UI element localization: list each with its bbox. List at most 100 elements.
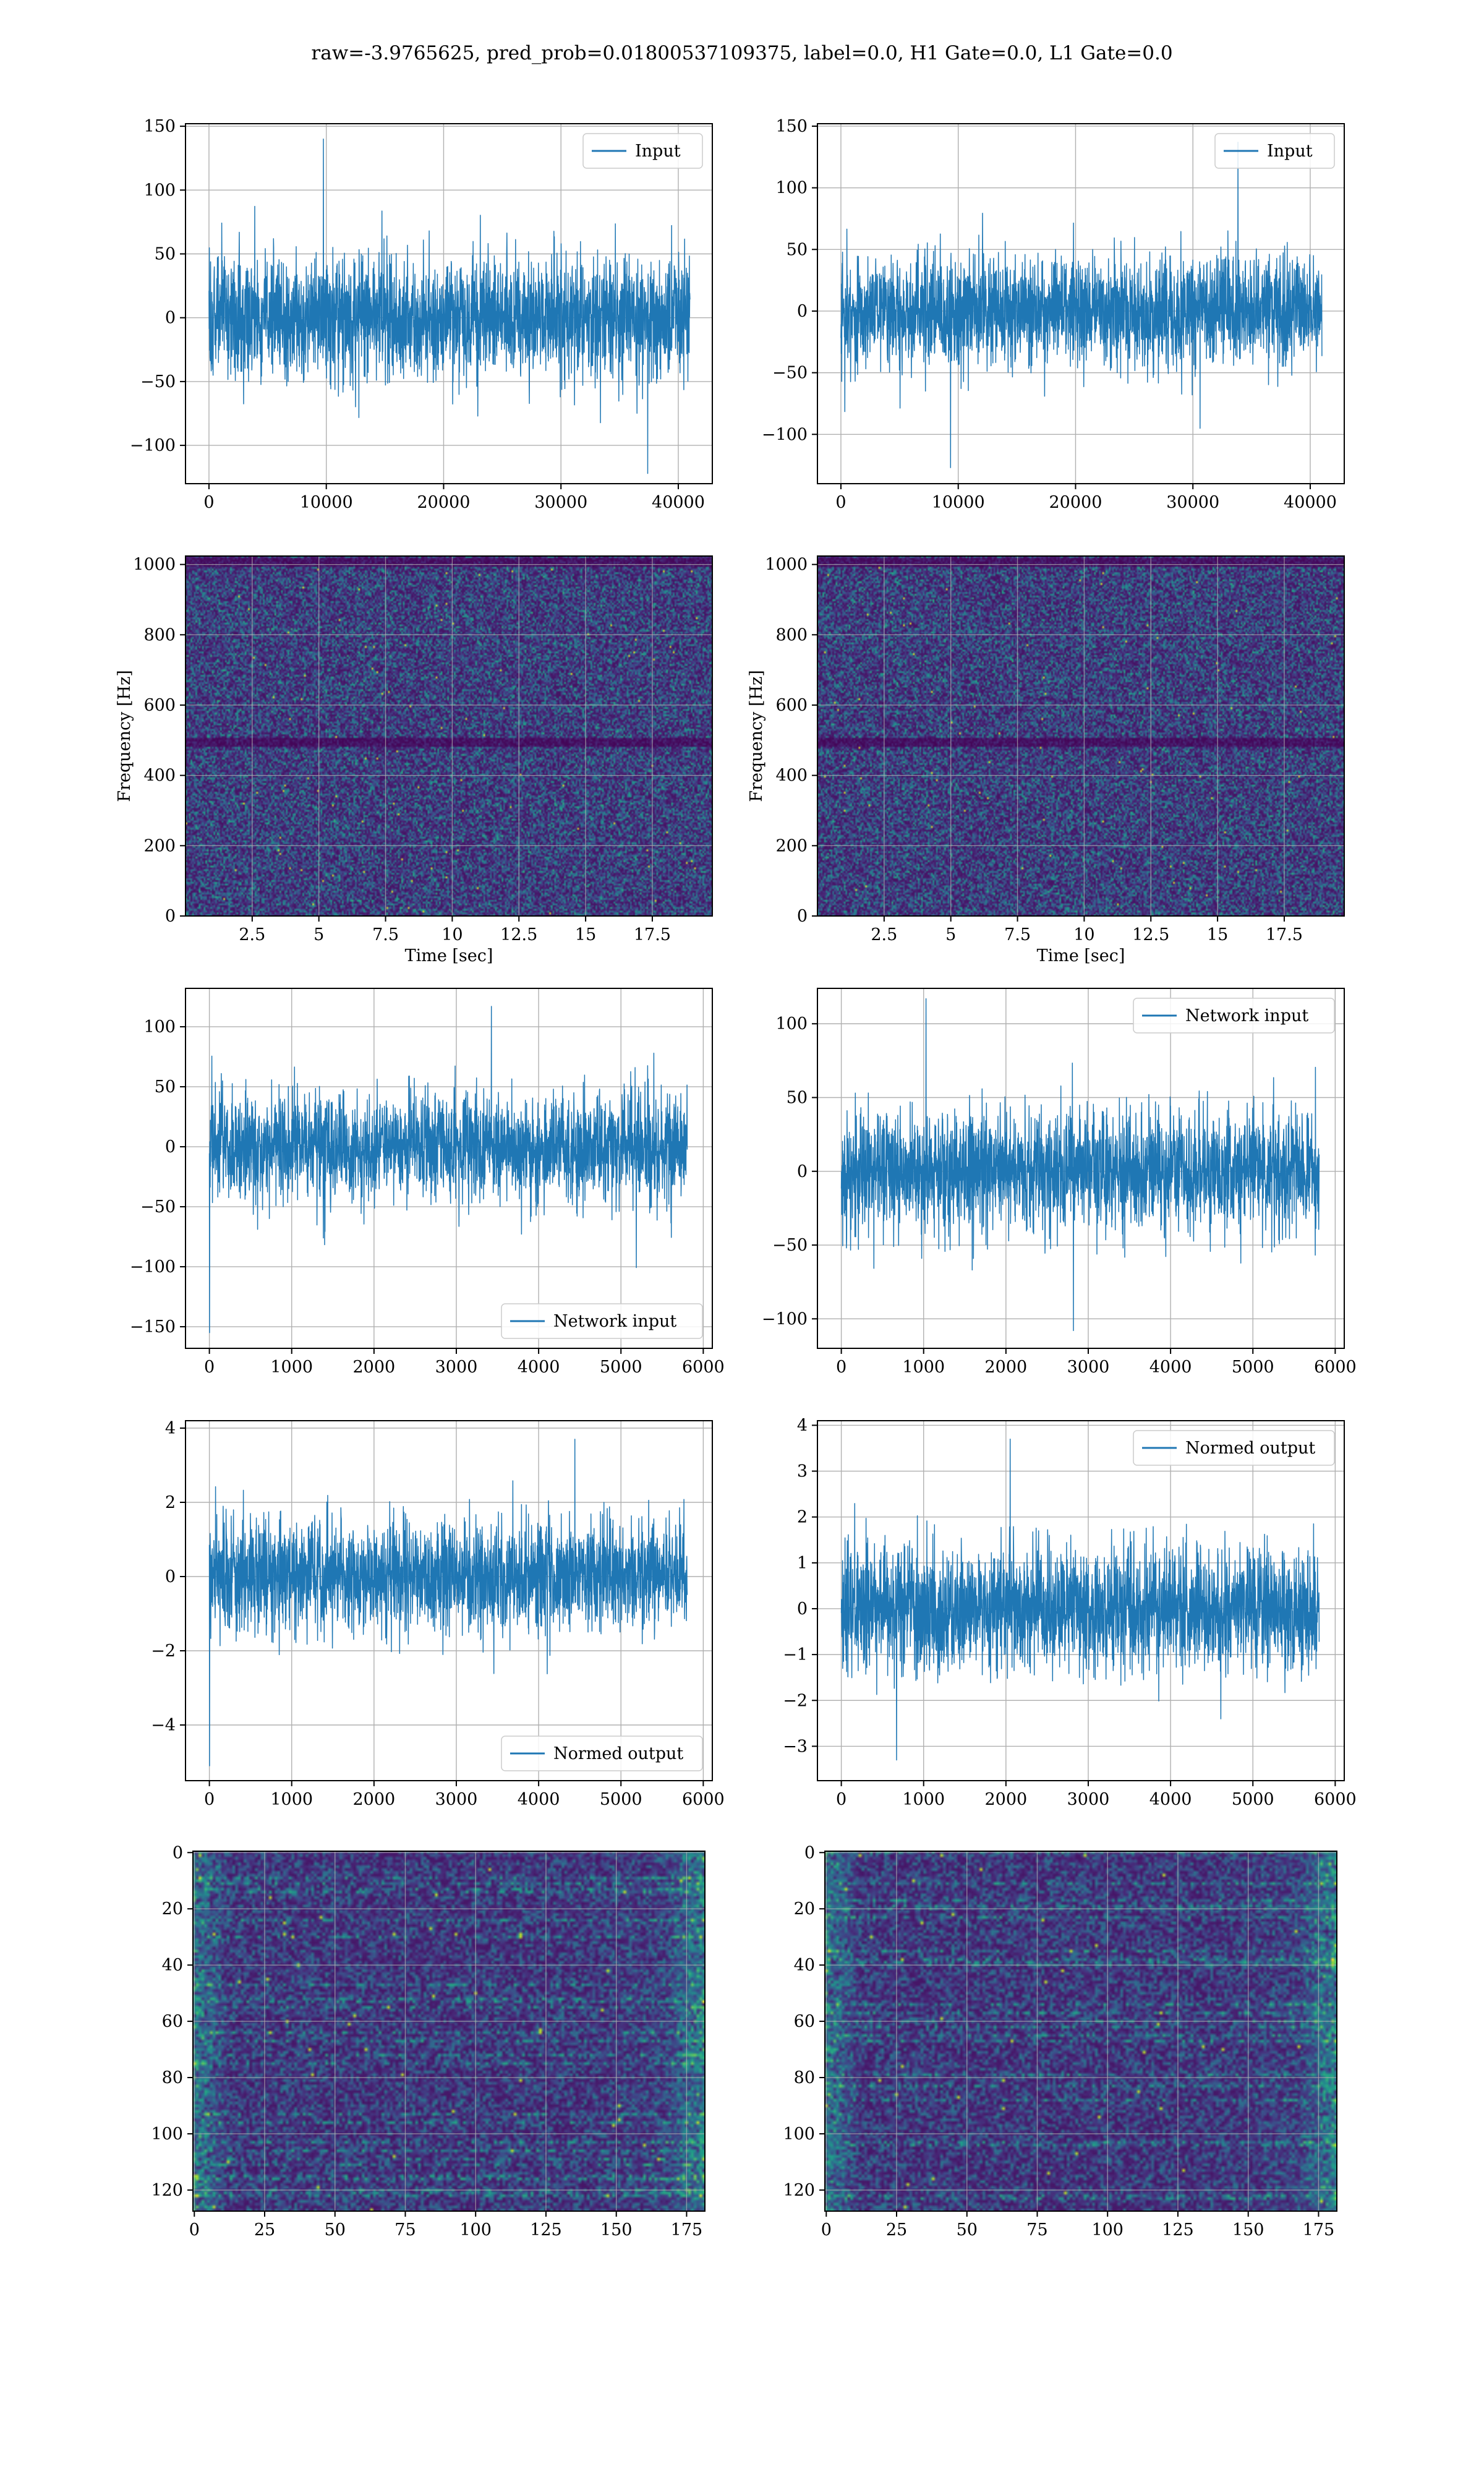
h1-network-input-legend: Network input: [501, 1303, 703, 1339]
h1-spectrogram-image: [186, 556, 712, 916]
h1-normed-output-ticks: 0 1000 2000 3000 4000 5000 6000 −4 −2 0 2 4: [151, 1419, 725, 1809]
x-tick-label: 2.5: [239, 925, 265, 944]
x-tick-label: 3000: [435, 1790, 478, 1809]
x-tick-label: 5000: [600, 1790, 642, 1809]
x-tick-label: 4000: [518, 1790, 560, 1809]
x-tick-label: 50: [957, 2220, 978, 2240]
l1-network-input-svg: 0 1000 2000 3000 4000 5000 6000 −100 −50 0 50 100 Ne…: [762, 988, 1357, 1377]
h1-input-frame: [185, 123, 713, 484]
legend-box: [1133, 1430, 1335, 1466]
l1-input-frame: [817, 123, 1345, 484]
x-tick-label: 3000: [1067, 1790, 1110, 1809]
h1-network-input-frame: [185, 988, 713, 1349]
x-tick-label: 125: [1162, 2220, 1194, 2240]
y-tick-label: 50: [155, 245, 176, 264]
x-tick-label: 75: [1026, 2220, 1047, 2240]
x-tick-label: 4000: [1149, 1358, 1192, 1377]
y-tick-label: −50: [140, 372, 176, 392]
y-tick-label: 0: [165, 907, 176, 926]
y-tick-label: 0: [797, 302, 808, 321]
x-tick-label: 6000: [682, 1358, 725, 1377]
l1-spectrogram-plot: 2.5 5 7.5 10 12.5 15 17.5 0 200 400 600 800 1000 Time…: [747, 555, 1345, 965]
l1-spectrogram-svg: 2.5 5 7.5 10 12.5 15 17.5 0 200 400 600 800 1000 Time…: [747, 555, 1345, 965]
y-tick-label: −50: [772, 364, 808, 383]
x-tick-label: 17.5: [634, 925, 671, 944]
y-tick-label: 0: [165, 1137, 176, 1157]
x-tick-label: 6000: [682, 1790, 725, 1809]
y-tick-label: 40: [794, 1956, 815, 1975]
y-tick-label: 0: [797, 1599, 808, 1619]
l1-feature-map-frame: [824, 1851, 1337, 2212]
y-tick-label: −50: [140, 1197, 176, 1217]
y-tick-label: 0: [173, 1843, 183, 1862]
h1-spectrogram-ticks: 2.5 5 7.5 10 12.5 15 17.5 0 200 400 600 800 1000: [133, 555, 671, 944]
y-tick-label: 100: [151, 2125, 183, 2144]
x-tick-label: 1000: [270, 1790, 313, 1809]
y-tick-label: 0: [165, 309, 176, 328]
y-tick-label: −3: [783, 1737, 808, 1756]
x-tick-label: 4000: [518, 1358, 560, 1377]
l1-input-plot: 0 10000 20000 30000 40000 −100 −50 0 50 100 150 Inp…: [762, 117, 1345, 512]
h1-feature-map-svg: 0 25 50 75 100 125 150 175 0 20 40 60 80 100 120: [151, 1843, 706, 2240]
x-tick-label: 40000: [1284, 493, 1337, 512]
y-tick-label: 200: [775, 836, 808, 855]
l1-feature-map-grid: [825, 1851, 1337, 2211]
l1-feature-map-plot: 0 25 50 75 100 125 150 175 0 20 40 60 80 100 120: [783, 1843, 1337, 2240]
y-tick-label: 400: [775, 766, 808, 785]
y-tick-label: −2: [151, 1641, 176, 1661]
y-tick-label: −100: [762, 425, 808, 444]
l1-spectrogram-image: [817, 556, 1344, 916]
y-tick-label: 20: [162, 1899, 183, 1919]
legend-box: [582, 133, 703, 169]
y-tick-label: 1000: [133, 555, 176, 575]
y-tick-label: −100: [762, 1309, 808, 1329]
h1-network-input-plot: 0 1000 2000 3000 4000 5000 6000 −150 −100 −50 0 50 1…: [130, 988, 725, 1377]
x-tick-label: 30000: [534, 493, 587, 512]
l1-feature-map-svg: 0 25 50 75 100 125 150 175 0 20 40 60 80 100 120: [783, 1843, 1337, 2240]
y-tick-label: −150: [130, 1317, 176, 1337]
x-tick-label: 6000: [1314, 1790, 1357, 1809]
l1-network-input-ticks: 0 1000 2000 3000 4000 5000 6000 −100 −50 0 50 100: [762, 1014, 1357, 1377]
h1-spectrogram-xlabel: Time [sec]: [405, 946, 493, 965]
y-tick-label: 1000: [765, 555, 808, 575]
y-tick-label: 800: [775, 625, 808, 644]
x-tick-label: 10000: [932, 493, 985, 512]
x-tick-label: 1000: [270, 1358, 313, 1377]
x-tick-label: 5: [313, 925, 324, 944]
x-tick-label: 2000: [984, 1790, 1027, 1809]
y-tick-label: 80: [794, 2068, 815, 2087]
x-tick-label: 0: [821, 2220, 832, 2240]
x-tick-label: 5000: [1232, 1358, 1274, 1377]
x-tick-label: 7.5: [1004, 925, 1031, 944]
y-tick-label: 120: [783, 2181, 815, 2200]
y-tick-label: 120: [151, 2181, 183, 2200]
l1-normed-output-svg: 0 1000 2000 3000 4000 5000 6000 −3 −2 −1 0 1 2 3 4 Norm…: [783, 1416, 1357, 1809]
y-tick-label: 0: [797, 907, 808, 926]
l1-spectrogram-ticks: 2.5 5 7.5 10 12.5 15 17.5 0 200 400 600 800 1000: [765, 555, 1303, 944]
y-tick-label: 20: [794, 1899, 815, 1919]
y-tick-label: 600: [143, 696, 176, 715]
l1-normed-output-frame: [817, 1420, 1345, 1781]
y-tick-label: 2: [165, 1493, 176, 1512]
x-tick-label: 5: [945, 925, 956, 944]
h1-feature-map-ticks: 0 25 50 75 100 125 150 175 0 20 40 60 80 100 120: [151, 1843, 702, 2240]
x-tick-label: 20000: [417, 493, 471, 512]
l1-network-input-frame: [817, 988, 1345, 1349]
x-tick-label: 3000: [1067, 1358, 1110, 1377]
y-tick-label: 40: [162, 1956, 183, 1975]
y-tick-label: 4: [165, 1419, 176, 1438]
l1-feature-map-image: [825, 1851, 1337, 2211]
x-tick-label: 25: [254, 2220, 275, 2240]
h1-normed-output-legend: Normed output: [501, 1736, 703, 1771]
x-tick-label: 40000: [652, 493, 705, 512]
y-tick-label: 800: [143, 625, 176, 644]
x-tick-label: 3000: [435, 1358, 478, 1377]
h1-normed-output-frame: [185, 1420, 713, 1781]
h1-feature-map-grid: [193, 1851, 705, 2211]
y-tick-label: −100: [130, 1257, 176, 1277]
y-tick-label: 3: [797, 1462, 808, 1481]
x-tick-label: 15: [1207, 925, 1228, 944]
h1-input-plot: 0 10000 20000 30000 40000 −100 −50 0 50 100 150 Inp…: [130, 117, 713, 512]
h1-normed-output-plot: 0 1000 2000 3000 4000 5000 6000 −4 −2 0 2 4 Normed o…: [151, 1419, 725, 1809]
x-tick-label: 150: [1232, 2220, 1264, 2240]
